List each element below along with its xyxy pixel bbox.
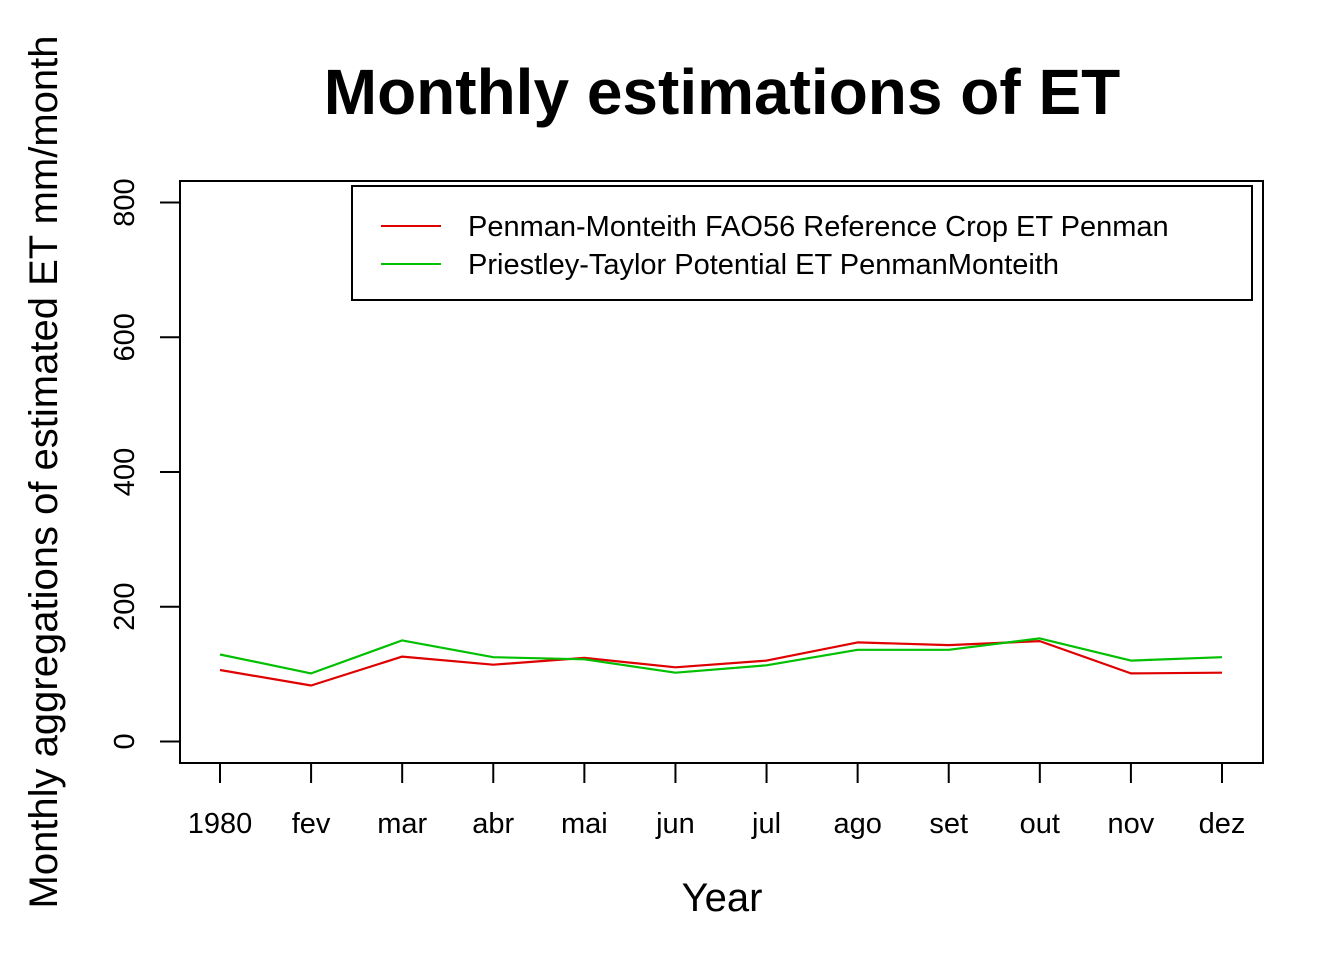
y-tick-label: 600 <box>109 313 141 361</box>
series-layer <box>219 637 1223 687</box>
chart-title: Monthly estimations of ET <box>324 56 1120 128</box>
legend-label-penman-monteith: Penman-Monteith FAO56 Reference Crop ET … <box>468 211 1169 243</box>
x-tick-label: jul <box>751 808 781 840</box>
x-tick-label: dez <box>1199 808 1246 840</box>
y-tick-label: 0 <box>109 733 141 749</box>
y-tick-label: 200 <box>109 583 141 631</box>
x-axis-title: Year <box>682 876 763 920</box>
y-tick-label: 400 <box>109 448 141 496</box>
x-tick-label: set <box>929 808 968 840</box>
series-line-1 <box>219 637 1223 675</box>
y-axis-title: Monthly aggregations of estimated ET mm/… <box>22 35 66 908</box>
x-tick-label: abr <box>472 808 514 840</box>
x-tick-label: fev <box>292 808 331 840</box>
y-axis: 0 200 400 600 800 <box>109 178 181 750</box>
y-tick-label: 800 <box>109 178 141 226</box>
x-tick-label: ago <box>833 808 881 840</box>
legend: Penman-Monteith FAO56 Reference Crop ET … <box>351 185 1253 301</box>
legend-label-priestley-taylor: Priestley-Taylor Potential ET PenmanMont… <box>468 249 1059 281</box>
x-tick-label: 1980 <box>188 808 253 840</box>
x-axis: 1980 fev mar abr mai jun jul ago set out nov dez <box>188 762 1246 840</box>
x-tick-label: jun <box>655 808 695 840</box>
legend-box <box>351 185 1253 301</box>
x-tick-label: mar <box>377 808 427 840</box>
x-tick-label: mai <box>561 808 608 840</box>
x-tick-label: nov <box>1108 808 1155 840</box>
x-tick-label: out <box>1020 808 1060 840</box>
series-line-0 <box>219 639 1223 687</box>
